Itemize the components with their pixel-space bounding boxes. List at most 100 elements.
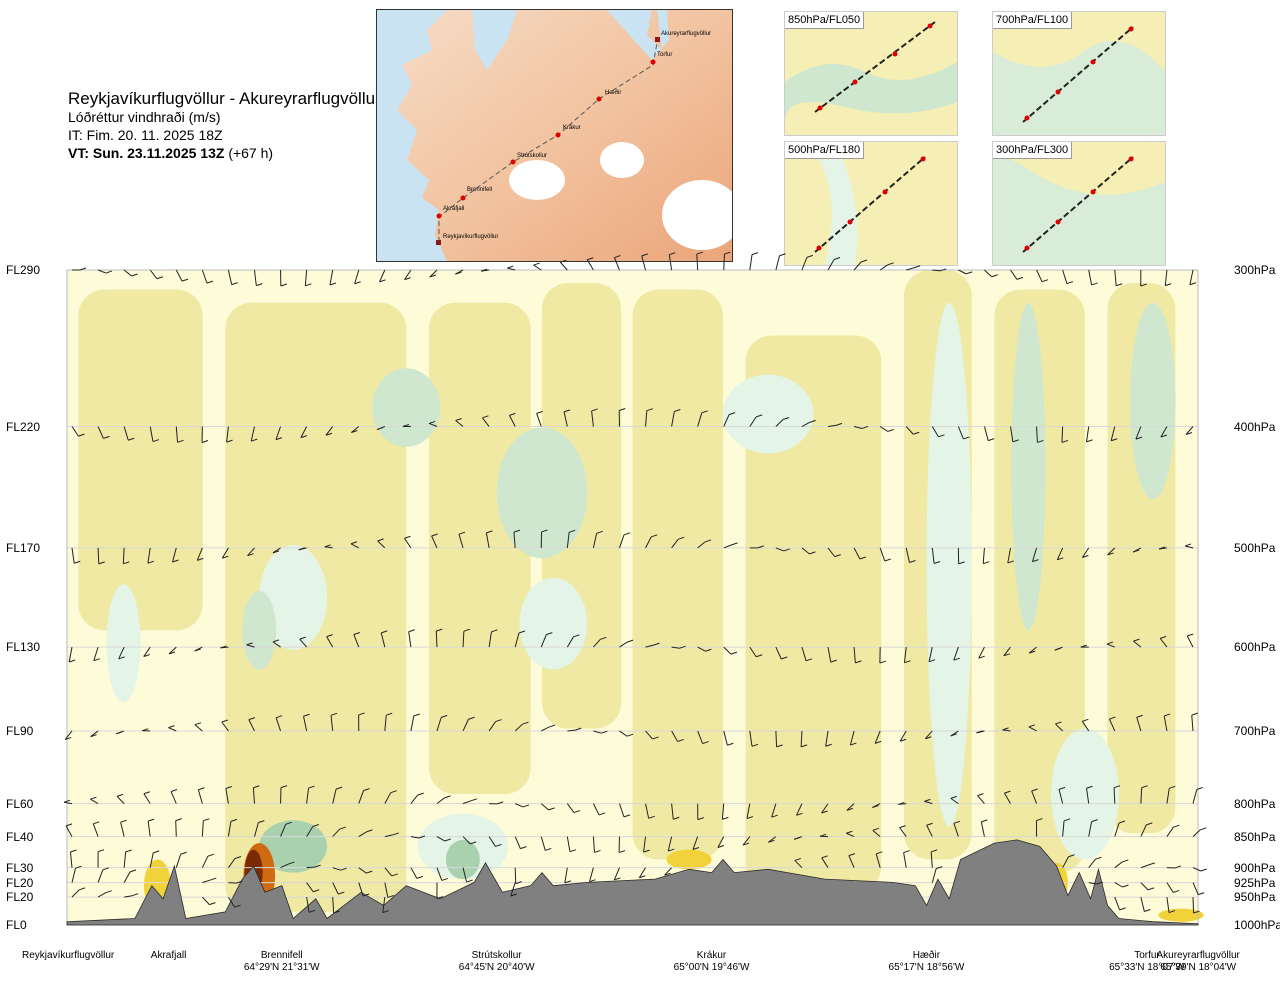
wind-barb <box>906 267 915 271</box>
wind-barb <box>1028 646 1037 654</box>
waypoint-name: Krákur <box>696 950 727 961</box>
wind-barb-flag <box>128 437 135 441</box>
downdraft-patch-7 <box>926 302 972 827</box>
wind-barb <box>514 632 520 648</box>
wind-barb-flag <box>652 736 659 740</box>
wind-barb <box>618 534 625 549</box>
wind-barb-flag <box>1198 892 1205 896</box>
wind-barb-flag <box>1144 909 1151 912</box>
wind-barb <box>514 723 523 732</box>
downdraft-patch-10 <box>1050 728 1119 860</box>
wind-barb <box>931 426 939 438</box>
wind-barb <box>64 730 73 740</box>
wind-barb-flag <box>677 738 684 742</box>
wind-barb-flag <box>746 816 754 820</box>
wind-barb <box>645 803 650 819</box>
wind-barb <box>1192 829 1201 837</box>
wind-barb-flag <box>230 818 238 822</box>
wind-barb <box>1192 882 1199 895</box>
wind-barb <box>664 867 672 876</box>
wind-barb <box>221 721 229 732</box>
wind-barb-flag <box>673 816 680 820</box>
wind-barb <box>1140 896 1145 912</box>
wind-barb <box>1108 718 1116 732</box>
wind-barb-flag <box>872 804 879 808</box>
wind-barb <box>275 717 282 732</box>
wind-barb-flag <box>175 818 182 822</box>
wind-barb <box>97 892 107 898</box>
wind-barb-flag <box>1055 721 1062 725</box>
wind-barb-flag <box>305 283 312 287</box>
wind-barb <box>928 646 933 662</box>
pressure-level-label: 700hPa <box>1234 723 1276 738</box>
wind-barb <box>168 727 177 732</box>
wind-barb <box>696 254 699 271</box>
wind-barb-flag <box>275 715 283 719</box>
pressure-level-label: 850hPa <box>1234 829 1276 844</box>
wind-barb-flag <box>728 412 736 416</box>
wind-barb-flag <box>491 629 498 633</box>
wind-barb <box>821 803 829 814</box>
wind-barb <box>827 424 837 428</box>
wind-barb <box>872 829 881 837</box>
wind-barb-flag <box>120 819 127 823</box>
waypoint-name: Brennifell <box>260 950 303 961</box>
wind-barb-flag <box>495 719 502 723</box>
wind-barb-flag <box>722 816 729 820</box>
wind-barb <box>1086 788 1090 804</box>
wind-barb <box>280 824 287 837</box>
wind-barb-flag <box>65 823 73 827</box>
wind-barb-flag <box>977 793 984 797</box>
wind-barb-flag <box>404 535 411 539</box>
map-label-torfur: Torfur <box>657 52 672 58</box>
wind-barb <box>272 641 281 648</box>
wind-barb-flag <box>976 730 983 734</box>
wind-barb <box>124 895 133 898</box>
wind-barb <box>90 798 99 805</box>
wind-barb <box>667 836 673 852</box>
wind-barb-flag <box>429 274 436 278</box>
wind-barb-flag <box>1173 824 1180 828</box>
wind-barb <box>638 867 646 879</box>
wind-barb <box>593 639 601 648</box>
wind-barb-flag <box>340 867 347 871</box>
mini-map-300: 300hPa/FL300 <box>992 141 1166 266</box>
wind-barb-flag <box>455 271 462 275</box>
wind-barb-flag <box>177 439 184 443</box>
wind-barb <box>71 868 76 883</box>
wind-barb <box>1114 896 1121 911</box>
wind-barb <box>1031 547 1038 562</box>
wind-barb-flag <box>275 437 283 441</box>
wind-barb-flag <box>236 880 243 884</box>
wind-barb <box>507 267 516 271</box>
wind-barb <box>462 719 469 732</box>
pressure-level-label: 925hPa <box>1234 875 1276 890</box>
wind-barb <box>384 867 393 877</box>
wind-barb <box>533 264 542 271</box>
wind-barb <box>431 535 438 549</box>
wind-barb <box>593 730 602 734</box>
wind-barb-flag <box>626 733 634 737</box>
mini-map-700-drawing <box>993 12 1165 135</box>
wind-barb <box>540 634 547 648</box>
wind-barb-flag <box>225 786 232 789</box>
wind-barb <box>1088 269 1093 286</box>
wind-barb-flag <box>983 561 990 565</box>
wind-barb-flag <box>1135 436 1143 440</box>
wind-barb <box>201 896 210 905</box>
wind-barb <box>197 789 203 804</box>
wind-barb-flag <box>170 789 178 793</box>
flight-level-label: FL60 <box>6 796 34 811</box>
wind-barb-flag <box>131 273 138 277</box>
wind-barb-flag <box>513 529 521 533</box>
wind-barb-flag <box>541 529 548 533</box>
wind-barb <box>671 646 680 649</box>
wind-barb <box>455 420 464 427</box>
wind-barb <box>846 832 855 838</box>
wind-barb-flag <box>904 660 911 664</box>
wind-barb <box>384 715 387 732</box>
wind-barb-flag <box>809 419 816 423</box>
wind-barb <box>1135 426 1142 440</box>
wind-barb <box>619 641 628 648</box>
wind-barb-flag <box>413 713 420 717</box>
